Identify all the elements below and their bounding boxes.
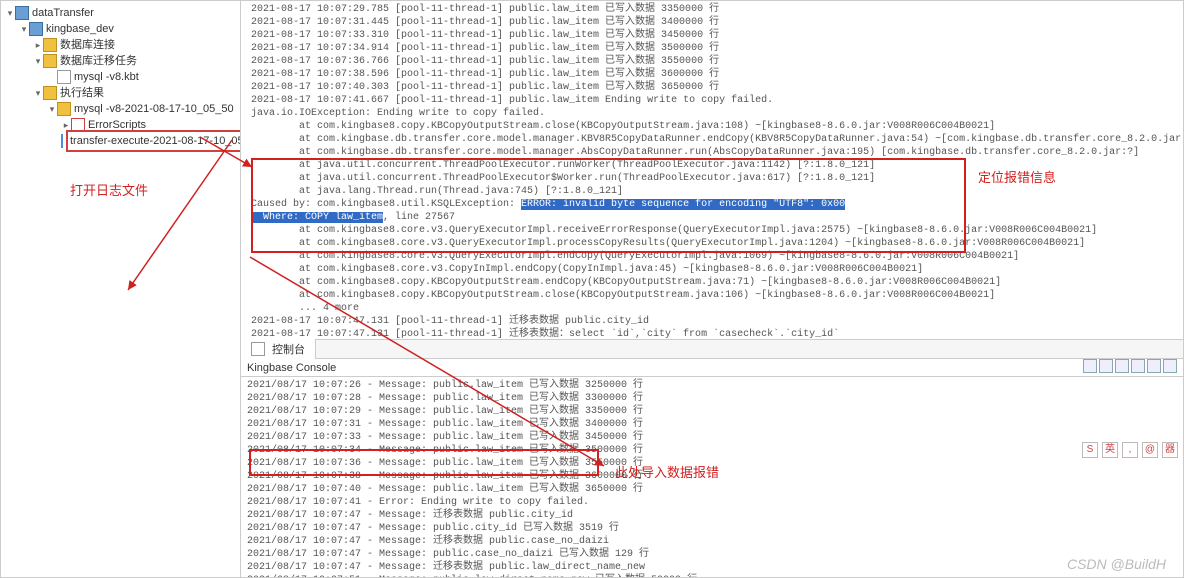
tree-label: 数据库连接 — [60, 37, 115, 53]
toolbar-icon[interactable] — [1099, 359, 1113, 373]
console-icon — [251, 342, 265, 356]
folder-icon — [15, 6, 29, 20]
tree-conn[interactable]: ▸数据库连接 — [5, 37, 240, 53]
tree-db[interactable]: ▾kingbase_dev — [5, 21, 240, 37]
tab-label: 控制台 — [272, 341, 305, 357]
tree-label: kingbase_dev — [46, 21, 114, 37]
ime-icon[interactable]: 英 — [1102, 442, 1118, 458]
console-header: Kingbase Console — [241, 359, 1183, 377]
tree-label: dataTransfer — [32, 5, 94, 21]
console-title: Kingbase Console — [247, 362, 336, 374]
ime-indicator: S 英 , @ 器 — [1082, 442, 1178, 458]
tree-label: mysql -v8.kbt — [74, 69, 139, 85]
tree-label: 执行结果 — [60, 85, 104, 101]
tree-root[interactable]: ▾dataTransfer — [5, 5, 240, 21]
toolbar-icon[interactable] — [1131, 359, 1145, 373]
tree-logfile[interactable]: transfer-execute-2021-08-17-10_05_50.log — [5, 133, 240, 149]
toolbar-icon[interactable] — [1115, 359, 1129, 373]
console-tabbar: 控制台 — [241, 339, 1183, 359]
tree-run[interactable]: ▾mysql -v8-2021-08-17-10_05_50 — [5, 101, 240, 117]
tree-task[interactable]: mysql -v8.kbt — [5, 69, 240, 85]
log-file-icon — [61, 134, 63, 148]
folder-icon — [43, 54, 57, 68]
tree-label: 数据库迁移任务 — [60, 53, 137, 69]
file-icon — [57, 70, 71, 84]
tab-console[interactable]: 控制台 — [241, 339, 316, 359]
folder-icon — [43, 38, 57, 52]
folder-icon — [43, 86, 57, 100]
ime-icon[interactable]: @ — [1142, 442, 1158, 458]
tree-results[interactable]: ▾执行结果 — [5, 85, 240, 101]
ime-icon[interactable]: S — [1082, 442, 1098, 458]
tree-tasks[interactable]: ▾数据库迁移任务 — [5, 53, 240, 69]
folder-icon — [57, 102, 71, 116]
log-editor[interactable]: 2021-08-17 10:07:29.785 [pool-11-thread-… — [241, 1, 1183, 339]
tree-label: transfer-execute-2021-08-17-10_05_50.log — [66, 130, 241, 152]
project-tree[interactable]: ▾dataTransfer ▾kingbase_dev ▸数据库连接 ▾数据库迁… — [1, 1, 241, 577]
watermark: CSDN @BuildH — [1067, 556, 1166, 572]
console-toolbar — [1081, 359, 1177, 376]
console-output[interactable]: 2021/08/17 10:07:26 - Message: public.la… — [241, 377, 1183, 577]
ime-icon[interactable]: , — [1122, 442, 1138, 458]
toolbar-icon[interactable] — [1083, 359, 1097, 373]
toolbar-icon[interactable] — [1163, 359, 1177, 373]
toolbar-icon[interactable] — [1147, 359, 1161, 373]
ime-icon[interactable]: 器 — [1162, 442, 1178, 458]
db-icon — [29, 22, 43, 36]
tree-label: mysql -v8-2021-08-17-10_05_50 — [74, 101, 234, 117]
